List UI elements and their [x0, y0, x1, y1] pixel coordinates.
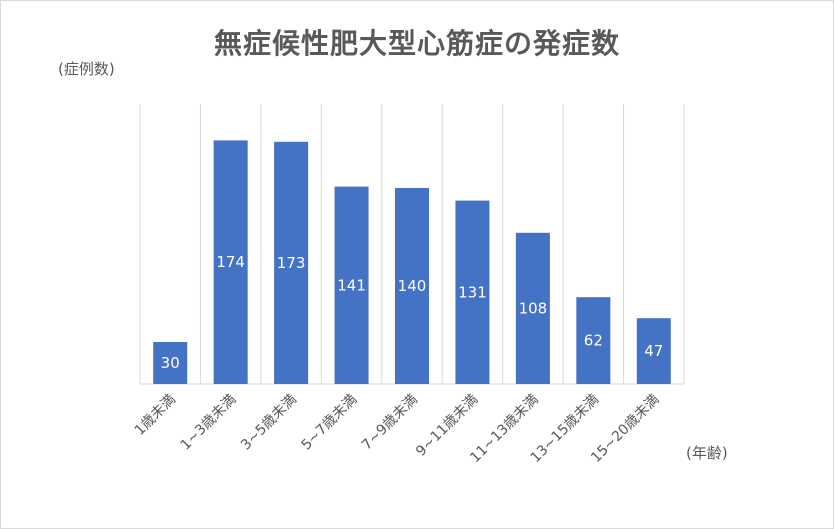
chart-title: 無症候性肥大型心筋症の発症数 — [213, 27, 620, 60]
y-axis-label: (症例数) — [58, 60, 115, 78]
data-label: 62 — [584, 332, 603, 350]
data-label: 140 — [398, 277, 427, 295]
x-tick-label: 1~3歳未満 — [178, 392, 240, 454]
data-label: 141 — [337, 276, 366, 294]
x-tick-label: 3~5歳未満 — [238, 392, 300, 454]
data-label: 30 — [161, 354, 180, 372]
bar — [153, 342, 188, 384]
data-label: 174 — [216, 253, 245, 271]
x-tick-label: 5~7歳未満 — [298, 392, 360, 454]
bar — [395, 188, 429, 384]
bar — [274, 141, 309, 384]
bar — [636, 318, 671, 384]
bar — [455, 200, 490, 384]
data-label: 108 — [519, 299, 548, 317]
bar — [515, 232, 550, 384]
data-label: 173 — [277, 254, 306, 272]
bar — [576, 297, 611, 384]
x-tick-label: 1歳未満 — [132, 392, 179, 439]
x-tick-label: 7~9歳未満 — [359, 392, 421, 454]
bar — [213, 140, 248, 384]
x-axis-label: (年齢) — [686, 444, 728, 462]
data-label: 47 — [644, 342, 663, 360]
data-label: 131 — [458, 283, 487, 301]
bar — [334, 186, 369, 384]
